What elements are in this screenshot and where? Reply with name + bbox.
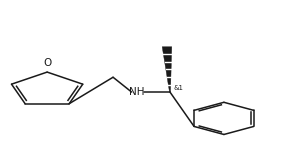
Text: O: O [44, 58, 52, 68]
Text: NH: NH [129, 87, 145, 97]
Polygon shape [162, 47, 172, 92]
Text: &1: &1 [174, 85, 184, 91]
